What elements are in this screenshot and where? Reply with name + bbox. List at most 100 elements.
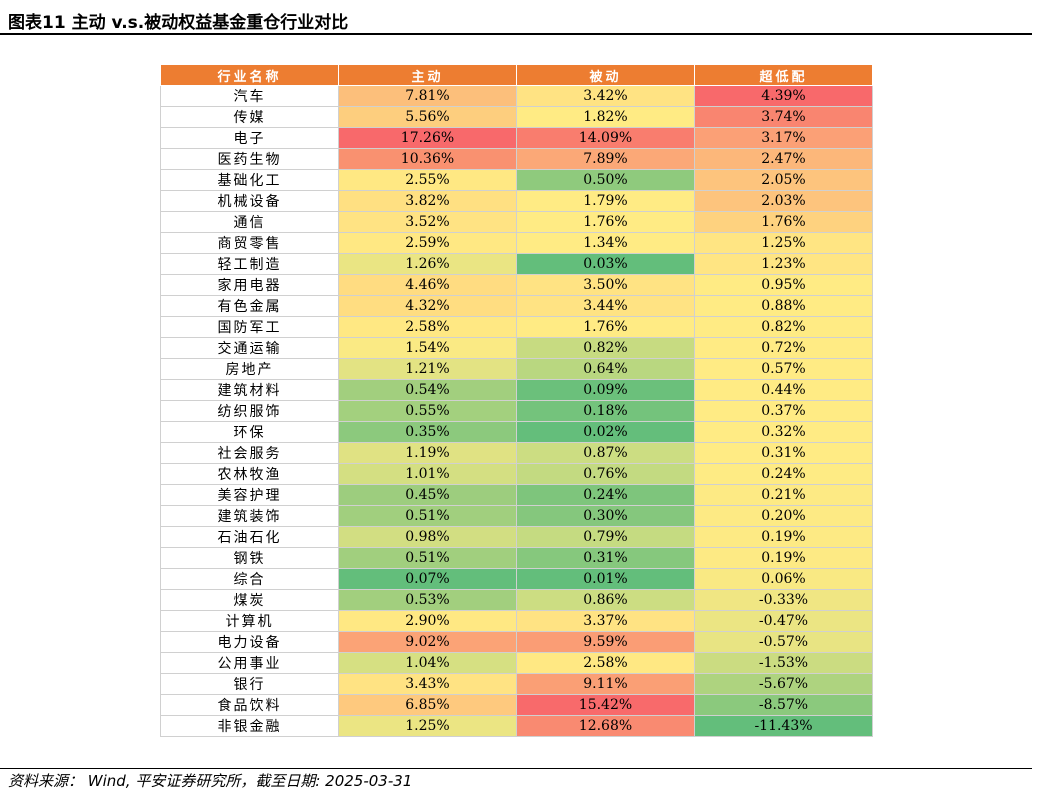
table-row: 机械设备 3.82% 1.79% 2.03% <box>160 190 873 212</box>
overweight-cell: -1.53% <box>694 652 873 674</box>
overweight-cell: 0.21% <box>694 484 873 506</box>
industry-name-cell: 交通运输 <box>160 337 339 359</box>
industry-name-cell: 汽车 <box>160 85 339 107</box>
table-row: 环保 0.35% 0.02% 0.32% <box>160 421 873 443</box>
overweight-cell: 0.31% <box>694 442 873 464</box>
passive-weight-cell: 1.34% <box>516 232 695 254</box>
table-row: 有色金属 4.32% 3.44% 0.88% <box>160 295 873 317</box>
overweight-cell: 0.32% <box>694 421 873 443</box>
overweight-cell: -0.47% <box>694 610 873 632</box>
active-weight-cell: 17.26% <box>338 127 517 149</box>
active-weight-cell: 0.51% <box>338 547 517 569</box>
active-weight-cell: 2.55% <box>338 169 517 191</box>
passive-weight-cell: 1.76% <box>516 316 695 338</box>
passive-weight-cell: 12.68% <box>516 715 695 737</box>
industry-name-cell: 基础化工 <box>160 169 339 191</box>
industry-name-cell: 建筑装饰 <box>160 505 339 527</box>
table-row: 社会服务 1.19% 0.87% 0.31% <box>160 442 873 464</box>
active-weight-cell: 0.51% <box>338 505 517 527</box>
passive-weight-cell: 3.37% <box>516 610 695 632</box>
passive-weight-cell: 0.79% <box>516 526 695 548</box>
industry-name-cell: 建筑材料 <box>160 379 339 401</box>
active-weight-cell: 0.54% <box>338 379 517 401</box>
header-passive: 被动 <box>516 64 695 86</box>
active-weight-cell: 0.07% <box>338 568 517 590</box>
active-weight-cell: 2.90% <box>338 610 517 632</box>
passive-weight-cell: 0.31% <box>516 547 695 569</box>
header-overweight: 超低配 <box>694 64 873 86</box>
active-weight-cell: 1.26% <box>338 253 517 275</box>
active-weight-cell: 2.58% <box>338 316 517 338</box>
table-row: 非银金融 1.25% 12.68% -11.43% <box>160 715 873 737</box>
industry-name-cell: 钢铁 <box>160 547 339 569</box>
source-note: 资料来源： Wind, 平安证券研究所，截至日期: 2025-03-31 <box>8 772 413 790</box>
table-row: 石油石化 0.98% 0.79% 0.19% <box>160 526 873 548</box>
active-weight-cell: 7.81% <box>338 85 517 107</box>
passive-weight-cell: 0.02% <box>516 421 695 443</box>
industry-name-cell: 家用电器 <box>160 274 339 296</box>
active-weight-cell: 1.19% <box>338 442 517 464</box>
passive-weight-cell: 0.76% <box>516 463 695 485</box>
passive-weight-cell: 3.42% <box>516 85 695 107</box>
passive-weight-cell: 0.18% <box>516 400 695 422</box>
overweight-cell: 4.39% <box>694 85 873 107</box>
table-row: 商贸零售 2.59% 1.34% 1.25% <box>160 232 873 254</box>
overweight-cell: 0.19% <box>694 547 873 569</box>
overweight-cell: 0.44% <box>694 379 873 401</box>
industry-name-cell: 商贸零售 <box>160 232 339 254</box>
passive-weight-cell: 0.50% <box>516 169 695 191</box>
overweight-cell: 0.72% <box>694 337 873 359</box>
table-row: 银行 3.43% 9.11% -5.67% <box>160 673 873 695</box>
table-row: 建筑装饰 0.51% 0.30% 0.20% <box>160 505 873 527</box>
active-weight-cell: 4.32% <box>338 295 517 317</box>
overweight-cell: 0.06% <box>694 568 873 590</box>
overweight-cell: -8.57% <box>694 694 873 716</box>
table-header-row: 行业名称 主动 被动 超低配 <box>160 64 873 86</box>
active-weight-cell: 1.54% <box>338 337 517 359</box>
figure-title: 图表11 主动 v.s.被动权益基金重仓行业对比 <box>8 13 349 33</box>
active-weight-cell: 9.02% <box>338 631 517 653</box>
industry-comparison-table: 行业名称 主动 被动 超低配 汽车 7.81% 3.42% 4.39% 传媒 5.56% 1… <box>160 64 873 737</box>
overweight-cell: 0.88% <box>694 295 873 317</box>
overweight-cell: 3.74% <box>694 106 873 128</box>
industry-name-cell: 有色金属 <box>160 295 339 317</box>
table-row: 汽车 7.81% 3.42% 4.39% <box>160 85 873 107</box>
table-row: 电子 17.26% 14.09% 3.17% <box>160 127 873 149</box>
overweight-cell: 0.95% <box>694 274 873 296</box>
overweight-cell: 0.57% <box>694 358 873 380</box>
table-row: 医药生物 10.36% 7.89% 2.47% <box>160 148 873 170</box>
industry-name-cell: 环保 <box>160 421 339 443</box>
passive-weight-cell: 7.89% <box>516 148 695 170</box>
industry-name-cell: 综合 <box>160 568 339 590</box>
active-weight-cell: 2.59% <box>338 232 517 254</box>
table-row: 国防军工 2.58% 1.76% 0.82% <box>160 316 873 338</box>
active-weight-cell: 3.52% <box>338 211 517 233</box>
overweight-cell: -0.57% <box>694 631 873 653</box>
table-row: 房地产 1.21% 0.64% 0.57% <box>160 358 873 380</box>
header-active: 主动 <box>338 64 517 86</box>
table-row: 传媒 5.56% 1.82% 3.74% <box>160 106 873 128</box>
table-row: 电力设备 9.02% 9.59% -0.57% <box>160 631 873 653</box>
passive-weight-cell: 1.82% <box>516 106 695 128</box>
passive-weight-cell: 1.76% <box>516 211 695 233</box>
active-weight-cell: 3.82% <box>338 190 517 212</box>
industry-name-cell: 电子 <box>160 127 339 149</box>
passive-weight-cell: 9.11% <box>516 673 695 695</box>
industry-name-cell: 电力设备 <box>160 631 339 653</box>
industry-name-cell: 国防军工 <box>160 316 339 338</box>
table-row: 交通运输 1.54% 0.82% 0.72% <box>160 337 873 359</box>
industry-name-cell: 社会服务 <box>160 442 339 464</box>
passive-weight-cell: 0.09% <box>516 379 695 401</box>
passive-weight-cell: 0.03% <box>516 253 695 275</box>
active-weight-cell: 0.35% <box>338 421 517 443</box>
active-weight-cell: 1.21% <box>338 358 517 380</box>
active-weight-cell: 4.46% <box>338 274 517 296</box>
overweight-cell: 0.19% <box>694 526 873 548</box>
overweight-cell: 1.23% <box>694 253 873 275</box>
industry-name-cell: 公用事业 <box>160 652 339 674</box>
industry-name-cell: 银行 <box>160 673 339 695</box>
overweight-cell: 0.37% <box>694 400 873 422</box>
table-row: 钢铁 0.51% 0.31% 0.19% <box>160 547 873 569</box>
active-weight-cell: 1.01% <box>338 463 517 485</box>
overweight-cell: 0.24% <box>694 463 873 485</box>
